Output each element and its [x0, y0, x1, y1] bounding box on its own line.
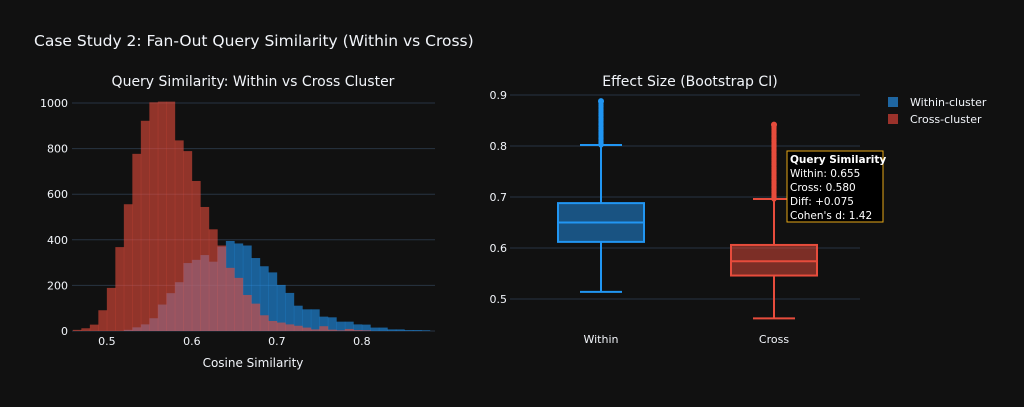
y-tick-label: 600: [47, 188, 68, 201]
histogram-title: Query Similarity: Within vs Cross Cluste…: [112, 74, 395, 90]
bar-cross: [106, 287, 116, 331]
bar-cross: [293, 325, 303, 331]
bar-within: [293, 305, 303, 331]
legend-item-cross[interactable]: Cross-cluster: [888, 113, 982, 126]
bar-within: [268, 272, 278, 331]
bar-within: [276, 284, 286, 331]
outlier-point: [771, 121, 777, 128]
y-tick-label: 400: [47, 234, 68, 247]
legend-item-within[interactable]: Within-cluster: [888, 96, 987, 109]
figure-title: Case Study 2: Fan-Out Query Similarity (…: [34, 32, 474, 50]
bar-within: [404, 330, 414, 331]
bar-cross: [310, 329, 320, 331]
annotation-cross: Cross: 0.580: [790, 182, 856, 194]
y-tick-label: 0.9: [490, 89, 508, 102]
bar-cross: [217, 245, 227, 331]
bar-within: [370, 327, 380, 331]
bar-cross: [259, 315, 269, 331]
bar-cross: [327, 329, 337, 331]
x-tick-label: 0.7: [268, 335, 286, 348]
bar-cross: [200, 206, 210, 331]
legend: Within-cluster Cross-cluster: [888, 96, 987, 126]
bar-cross: [276, 322, 286, 331]
y-tick-label: 1000: [40, 97, 68, 110]
x-tick-label: 0.5: [98, 335, 116, 348]
bar-cross: [319, 326, 329, 331]
x-tick-label: Cross: [759, 333, 789, 346]
bar-cross: [89, 324, 99, 331]
bar-within: [327, 317, 337, 331]
bar-cross: [234, 277, 244, 331]
annotation-cohens-d: Cohen's d: 1.42: [790, 210, 872, 222]
bar-cross: [302, 327, 312, 331]
bar-cross: [353, 330, 363, 331]
histogram-plot: 0 200 400 600 800 1000 0.5 0.6 0.7 0.8: [40, 97, 435, 348]
boxplot-title: Effect Size (Bootstrap CI): [602, 74, 777, 90]
x-tick-label: 0.8: [353, 335, 371, 348]
bar-cross: [123, 204, 133, 331]
bar-within: [387, 329, 397, 331]
y-tick-label: 200: [47, 279, 68, 292]
bar-within: [251, 258, 261, 331]
bar-within: [285, 292, 295, 331]
x-tick-label: 0.6: [183, 335, 201, 348]
y-tick-label: 0.7: [490, 191, 508, 204]
y-tick-label: 0.6: [490, 242, 508, 255]
annotation-diff: Diff: +0.075: [790, 196, 854, 208]
bar-cross: [149, 102, 159, 331]
bar-cross: [140, 120, 150, 331]
histogram-xlabel: Cosine Similarity: [203, 356, 304, 370]
bar-cross: [174, 140, 184, 331]
box-iqr: [730, 243, 818, 277]
bar-cross: [115, 247, 125, 331]
y-tick-label: 0.8: [490, 140, 508, 153]
legend-swatch-cross: [888, 114, 898, 124]
stats-annotation: Query Similarity Within: 0.655 Cross: 0.…: [786, 150, 886, 223]
bar-within: [344, 321, 354, 331]
bar-within: [421, 330, 431, 331]
legend-swatch-within: [888, 97, 898, 107]
bar-cross: [98, 310, 108, 331]
bar-cross: [251, 303, 261, 331]
bar-within: [310, 309, 320, 331]
annotation-within: Within: 0.655: [790, 168, 860, 180]
bar-within: [319, 316, 329, 331]
bar-cross: [132, 153, 142, 331]
bar-within: [412, 330, 422, 331]
y-tick-label: 0: [61, 325, 68, 338]
bar-cross: [336, 330, 346, 331]
bar-cross: [183, 151, 193, 331]
annotation-box: [786, 150, 884, 223]
bar-cross: [268, 320, 278, 331]
y-tick-label: 0.5: [490, 293, 508, 306]
bar-within: [302, 309, 312, 331]
bar-within: [361, 324, 371, 331]
outlier-point: [598, 98, 604, 105]
bar-cross: [166, 101, 176, 331]
legend-label-within: Within-cluster: [910, 96, 987, 109]
legend-label-cross: Cross-cluster: [910, 113, 982, 126]
annotation-title: Query Similarity: [790, 154, 886, 166]
bar-cross: [157, 101, 167, 331]
bar-cross: [72, 329, 82, 331]
bar-within: [395, 329, 405, 331]
bar-cross: [191, 180, 201, 331]
bar-within: [242, 245, 252, 331]
bar-cross: [285, 324, 295, 331]
bar-cross: [242, 294, 252, 331]
bar-within: [336, 321, 346, 331]
bar-within: [378, 327, 388, 331]
x-tick-label: Within: [583, 333, 618, 346]
bar-within: [353, 324, 363, 331]
bar-cross: [361, 330, 371, 331]
bar-cross: [81, 328, 91, 331]
boxplot-plot: 0.5 0.6 0.7 0.8 0.9 Within Cross: [490, 89, 860, 346]
bar-cross: [344, 328, 354, 331]
bar-cross: [208, 229, 218, 331]
bar-within: [259, 266, 269, 331]
y-tick-label: 800: [47, 143, 68, 156]
bar-cross: [225, 267, 235, 331]
